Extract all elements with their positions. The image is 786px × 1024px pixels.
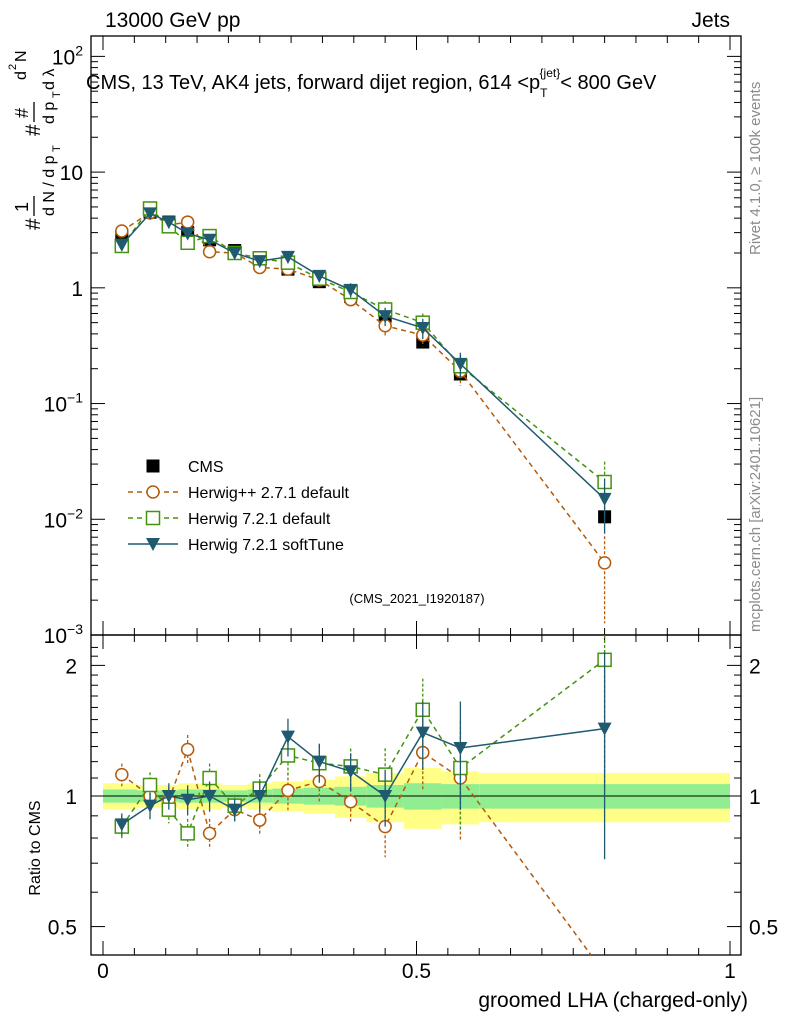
x-tick-label: 0: [97, 960, 109, 983]
data-point: [143, 207, 158, 221]
ratio-data-point: [252, 789, 267, 803]
svg-text:1: 1: [12, 202, 32, 212]
data-point: [415, 321, 430, 335]
legend-label: CMS: [188, 459, 224, 476]
ratio-data-point: [202, 826, 217, 841]
ratio-data-point: [114, 818, 129, 832]
y-tick-label: 1: [71, 278, 83, 301]
data-point: [114, 238, 129, 252]
y-tick-label: 10: [60, 162, 83, 185]
svg-text:d N / d p: d N / d p: [41, 155, 58, 216]
data-point: [180, 215, 195, 229]
x-tick-label: 1: [724, 960, 736, 983]
ratio-y-tick-label: 0.5: [48, 917, 77, 940]
ratio-data-point: [180, 793, 195, 807]
ratio-data-point: [253, 813, 267, 827]
svg-text:T: T: [51, 91, 63, 98]
ratio-panel: 0 0.5 1 0.5 0.5 1 1 2 2: [48, 36, 778, 983]
data-point: [378, 310, 393, 324]
legend: CMS Herwig++ 2.7.1 default Herwig 7.2.1 de…: [128, 459, 350, 554]
data-point: [227, 246, 242, 260]
svg-text:d p: d p: [41, 102, 58, 124]
data-point: [180, 227, 195, 241]
svg-text:2: 2: [7, 64, 19, 70]
legend-marker: [146, 538, 160, 551]
svg-text:N: N: [13, 50, 30, 62]
ratio-data-point: [142, 777, 158, 793]
data-point: [161, 216, 176, 230]
data-point: [202, 244, 217, 259]
data-point: [252, 255, 267, 269]
ratio-data-point: [281, 783, 295, 798]
y-tick-label: 10−3: [44, 621, 84, 648]
svg-text:#: #: [22, 124, 45, 136]
series-herwig-7-2-1-softtune: [114, 207, 612, 534]
header-right-label: Jets: [691, 9, 730, 32]
svg-text:d λ: d λ: [41, 69, 58, 90]
data-point: [202, 233, 217, 247]
data-point: [597, 492, 612, 506]
ratio-series-herwig-7-2-1-softtune: [114, 652, 612, 860]
ratio-data-point: [597, 722, 612, 736]
ratio-data-point: [453, 742, 468, 756]
svg-text:d: d: [13, 71, 30, 80]
ratio-data-point: [202, 789, 217, 803]
svg-text:#: #: [12, 108, 32, 118]
data-point: [280, 250, 295, 264]
ratio-data-point: [115, 767, 129, 782]
ratio-y-tick-label-right: 0.5: [749, 917, 778, 940]
ratio-y-tick-label: 2: [65, 655, 77, 678]
data-point: [597, 556, 612, 570]
main-panel: 10−3 10−2 10−1 1 10 102: [44, 35, 742, 649]
ratio-data-point: [161, 789, 176, 803]
legend-label: Herwig 7.2.1 default: [188, 511, 331, 528]
y-tick-label: 10−2: [44, 505, 84, 532]
data-point: [115, 224, 129, 238]
analysis-watermark: (CMS_2021_I1920187): [349, 591, 484, 606]
legend-marker: [146, 485, 160, 499]
ratio-y-tick-label-right: 1: [749, 786, 761, 809]
main-y-axis-label: # 1 d N / d p T # # d p T d λ d 2 N: [7, 50, 63, 230]
ratio-data-point: [415, 726, 430, 740]
y-tick-label: 102: [52, 42, 83, 69]
ratio-data-point: [343, 794, 358, 809]
svg-text:T: T: [51, 145, 63, 152]
series-line: [121, 212, 606, 500]
series-line: [121, 211, 606, 564]
mcplots-label: mcplots.cern.ch [arXiv:2401.10621]: [747, 397, 764, 632]
header-left-label: 13000 GeV pp: [105, 9, 240, 32]
data-point: [453, 357, 468, 371]
data-point: [343, 283, 358, 297]
chart-title: CMS, 13 TeV, AK4 jets, forward dijet reg…: [86, 66, 657, 100]
svg-text:#: #: [22, 218, 45, 230]
legend-label: Herwig 7.2.1 softTune: [188, 537, 344, 554]
ratio-series-line: [121, 659, 606, 835]
ratio-y-tick-label: 1: [65, 786, 77, 809]
legend-marker: [145, 510, 161, 526]
ratio-data-point: [143, 799, 158, 813]
rivet-version-label: Rivet 4.1.0, ≥ 100k events: [747, 82, 764, 255]
legend-marker: [146, 459, 160, 473]
ratio-y-axis-label: Ratio to CMS: [27, 800, 44, 895]
ratio-data-point: [343, 765, 358, 779]
series-herwig-2-7-1-default: [115, 206, 612, 624]
y-tick-label: 10−1: [44, 390, 84, 417]
ratio-data-point: [227, 803, 242, 817]
ratio-data-point: [180, 826, 195, 841]
legend-label: Herwig++ 2.7.1 default: [188, 485, 350, 502]
x-tick-label: 0.5: [402, 960, 431, 983]
ratio-data-point: [280, 730, 295, 744]
ratio-y-tick-label-right: 2: [749, 655, 761, 678]
x-axis-label: groomed LHA (charged-only): [478, 989, 748, 1012]
ratio-data-point: [312, 755, 327, 769]
ratio-data-point: [378, 789, 393, 803]
ratio-data-point: [180, 742, 195, 757]
data-point: [312, 269, 327, 283]
